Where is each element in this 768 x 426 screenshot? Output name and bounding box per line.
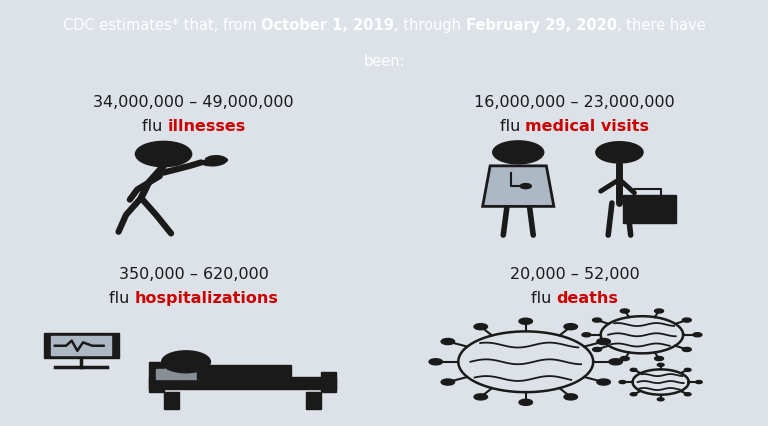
Wedge shape — [198, 160, 227, 167]
Bar — [164, 392, 178, 409]
Wedge shape — [206, 156, 227, 161]
Circle shape — [564, 394, 578, 400]
Bar — [148, 377, 336, 389]
Circle shape — [441, 379, 455, 385]
Circle shape — [682, 348, 691, 351]
Circle shape — [684, 393, 691, 396]
Text: 350,000 – 620,000: 350,000 – 620,000 — [118, 267, 269, 282]
Circle shape — [564, 324, 578, 330]
Text: February 29, 2020: February 29, 2020 — [465, 18, 617, 33]
Text: flu: flu — [500, 118, 525, 133]
Circle shape — [654, 357, 664, 361]
Circle shape — [684, 368, 691, 371]
Text: medical visits: medical visits — [525, 118, 649, 133]
Circle shape — [696, 381, 702, 384]
Bar — [51, 337, 111, 355]
Bar — [321, 372, 336, 392]
Text: deaths: deaths — [556, 291, 618, 305]
Text: , through: , through — [394, 18, 465, 33]
Circle shape — [593, 318, 601, 322]
Circle shape — [593, 348, 601, 351]
Circle shape — [597, 379, 611, 385]
Text: hospitalizations: hospitalizations — [134, 291, 278, 305]
Circle shape — [693, 333, 702, 337]
Bar — [44, 333, 118, 359]
Text: flu: flu — [531, 291, 556, 305]
Circle shape — [609, 359, 622, 365]
Text: , there have: , there have — [617, 18, 705, 33]
Circle shape — [657, 363, 664, 366]
Text: illnesses: illnesses — [167, 118, 246, 133]
Text: October 1, 2019: October 1, 2019 — [261, 18, 394, 33]
Circle shape — [474, 394, 488, 400]
Polygon shape — [482, 167, 554, 207]
Text: CDC estimates* that, from: CDC estimates* that, from — [63, 18, 261, 33]
Bar — [156, 368, 201, 379]
Circle shape — [441, 339, 455, 345]
Circle shape — [654, 309, 664, 313]
Bar — [197, 366, 291, 379]
Text: been:: been: — [363, 54, 405, 69]
Bar — [623, 195, 676, 224]
Circle shape — [519, 319, 532, 325]
Circle shape — [597, 339, 611, 345]
Circle shape — [619, 381, 626, 384]
Text: 16,000,000 – 23,000,000: 16,000,000 – 23,000,000 — [474, 95, 675, 110]
Circle shape — [135, 142, 192, 167]
Circle shape — [621, 357, 629, 361]
Circle shape — [162, 351, 210, 373]
Circle shape — [657, 398, 664, 401]
Circle shape — [519, 399, 532, 406]
Circle shape — [429, 359, 442, 365]
Circle shape — [474, 324, 488, 330]
Circle shape — [631, 368, 637, 371]
Circle shape — [520, 184, 531, 189]
Circle shape — [582, 333, 591, 337]
Bar — [148, 362, 164, 392]
Text: 34,000,000 – 49,000,000: 34,000,000 – 49,000,000 — [93, 95, 294, 110]
Text: 20,000 – 52,000: 20,000 – 52,000 — [510, 267, 639, 282]
Circle shape — [631, 393, 637, 396]
Text: flu: flu — [141, 118, 167, 133]
Circle shape — [682, 318, 691, 322]
Text: flu: flu — [109, 291, 134, 305]
Circle shape — [596, 142, 643, 164]
Bar — [306, 392, 321, 409]
Circle shape — [493, 141, 544, 164]
Circle shape — [621, 309, 629, 313]
